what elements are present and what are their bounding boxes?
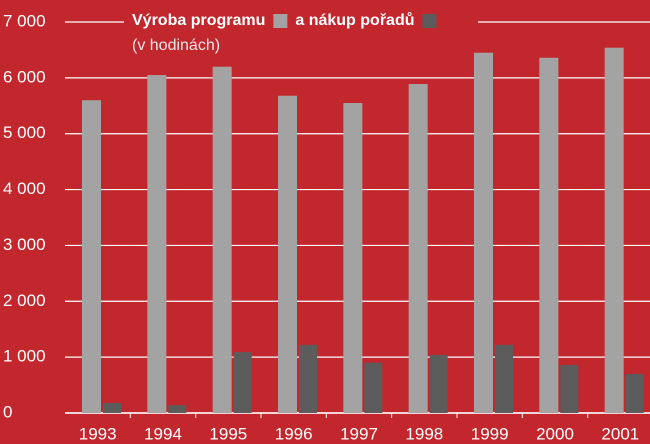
x-tick-label: 2001 [601,424,639,443]
bar [625,373,644,413]
legend-swatch [422,14,437,28]
bar [212,66,232,413]
x-tick-label: 1999 [471,424,509,443]
x-tick-label: 1998 [405,424,443,443]
legend-label: a nákup pořadů [295,12,414,29]
bar [474,52,493,413]
y-tick-label: 2 000 [3,291,46,310]
x-tick-label: 1994 [144,424,182,443]
y-tick-label: 0 [3,402,12,421]
bar [539,57,559,414]
bar [233,352,252,413]
bar [604,47,624,414]
bar [147,75,167,414]
bar [103,402,121,413]
x-tick-label: 1997 [340,424,378,443]
y-tick-label: 4 000 [3,179,46,198]
y-tick-label: 5 000 [3,123,46,142]
bar [408,84,428,413]
bar [278,95,297,413]
bar [299,344,317,413]
x-tick-label: 1996 [275,424,313,443]
bar [429,354,448,413]
x-tick-label: 1995 [209,424,247,443]
legend-swatch [273,14,288,28]
y-tick-label: 3 000 [3,235,46,254]
legend-bg [124,10,478,34]
y-tick-label: 6 000 [3,67,46,86]
bar [82,100,101,413]
x-tick-label: 2000 [536,424,574,443]
bar [343,102,363,413]
bar [364,362,383,413]
y-tick-label: 7 000 [3,11,46,30]
legend-label: Výroba programu [132,12,265,29]
x-tick-label: 1993 [79,424,117,443]
subtitle: (v hodinách) [132,37,220,54]
y-tick-label: 1 000 [3,347,46,366]
bar [495,344,513,413]
bar [168,405,187,413]
bar [560,364,579,413]
